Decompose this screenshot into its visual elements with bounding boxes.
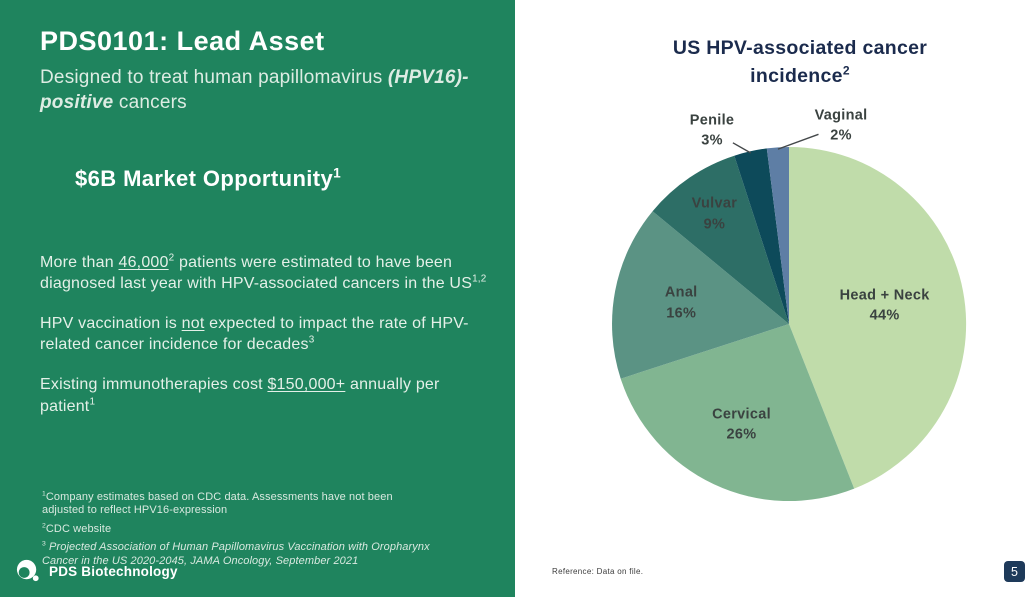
pie-label-penile: Penile 3% bbox=[690, 111, 735, 152]
body-copy: More than 46,0002 patients were estimate… bbox=[40, 252, 492, 436]
pie-chart: Head + Neck 44% Cervical 26% Anal 16% Vulvar 9%… bbox=[560, 100, 1030, 520]
pie-label-name: Vulvar bbox=[691, 195, 738, 212]
pie-label-anal: Anal 16% bbox=[665, 283, 698, 324]
pie-label-value: 16% bbox=[666, 305, 697, 322]
pie-slice-penile bbox=[734, 148, 789, 324]
left-panel: PDS0101: Lead Asset Designed to treat hu… bbox=[0, 0, 515, 597]
pie-label-value: 3% bbox=[701, 133, 723, 149]
pie-slice-cervical bbox=[620, 324, 855, 502]
page-number-badge: 5 bbox=[1004, 561, 1025, 582]
pie-label-value: 9% bbox=[703, 216, 726, 233]
market-opportunity-heading: $6B Market Opportunity1 bbox=[75, 165, 342, 191]
pie-svg bbox=[612, 133, 967, 502]
pie-slice-vaginal bbox=[766, 147, 789, 324]
chart-title: US HPV-associated cancer incidence2 bbox=[672, 37, 928, 88]
pie-label-name: Anal bbox=[664, 285, 698, 302]
pie-label-name: Penile bbox=[689, 112, 735, 129]
pie-label-value: 26% bbox=[726, 426, 757, 443]
pie-label-name: Vaginal bbox=[814, 107, 868, 124]
pie-leader-line-penile bbox=[732, 142, 752, 154]
body-paragraph: HPV vaccination is not expected to impac… bbox=[40, 315, 469, 354]
pie-label-vulvar: Vulvar 9% bbox=[692, 194, 738, 235]
footnote: 2CDC website bbox=[42, 522, 112, 535]
reference-note: Reference: Data on file. bbox=[552, 567, 644, 576]
pie-leader-line-vaginal bbox=[777, 133, 819, 150]
footnote: 3 Projected Association of Human Papillo… bbox=[42, 540, 430, 567]
pie-slice-head-neck bbox=[789, 146, 967, 489]
pie-label-value: 2% bbox=[830, 128, 852, 144]
pie-label-value: 44% bbox=[869, 307, 900, 324]
slide-title: PDS0101: Lead Asset bbox=[40, 26, 325, 56]
pie-label-vaginal: Vaginal 2% bbox=[815, 106, 868, 147]
pds-logo-text: PDS Biotechnology bbox=[49, 564, 178, 579]
pie-slice-anal bbox=[612, 211, 789, 379]
slide-subtitle: Designed to treat human papillomavirus (… bbox=[40, 67, 469, 113]
pie-label-name: Cervical bbox=[712, 406, 771, 423]
pie-labels: Head + Neck 44% Cervical 26% Anal 16% Vulvar 9%… bbox=[560, 100, 1030, 520]
pie-label-name: Head + Neck bbox=[839, 287, 930, 304]
pie-slice-vulvar bbox=[652, 155, 789, 324]
pds-logo-icon bbox=[16, 559, 39, 582]
pds-logo: PDS Biotechnology bbox=[15, 558, 178, 585]
footnote: 1Company estimates based on CDC data. As… bbox=[42, 490, 393, 517]
body-paragraph: Existing immunotherapies cost $150,000+ … bbox=[40, 376, 440, 415]
footnotes: 1Company estimates based on CDC data. As… bbox=[42, 490, 430, 573]
body-paragraph: More than 46,0002 patients were estimate… bbox=[40, 252, 487, 293]
pie-label-head-neck: Head + Neck 44% bbox=[840, 285, 930, 326]
pie-label-cervical: Cervical 26% bbox=[712, 405, 771, 446]
